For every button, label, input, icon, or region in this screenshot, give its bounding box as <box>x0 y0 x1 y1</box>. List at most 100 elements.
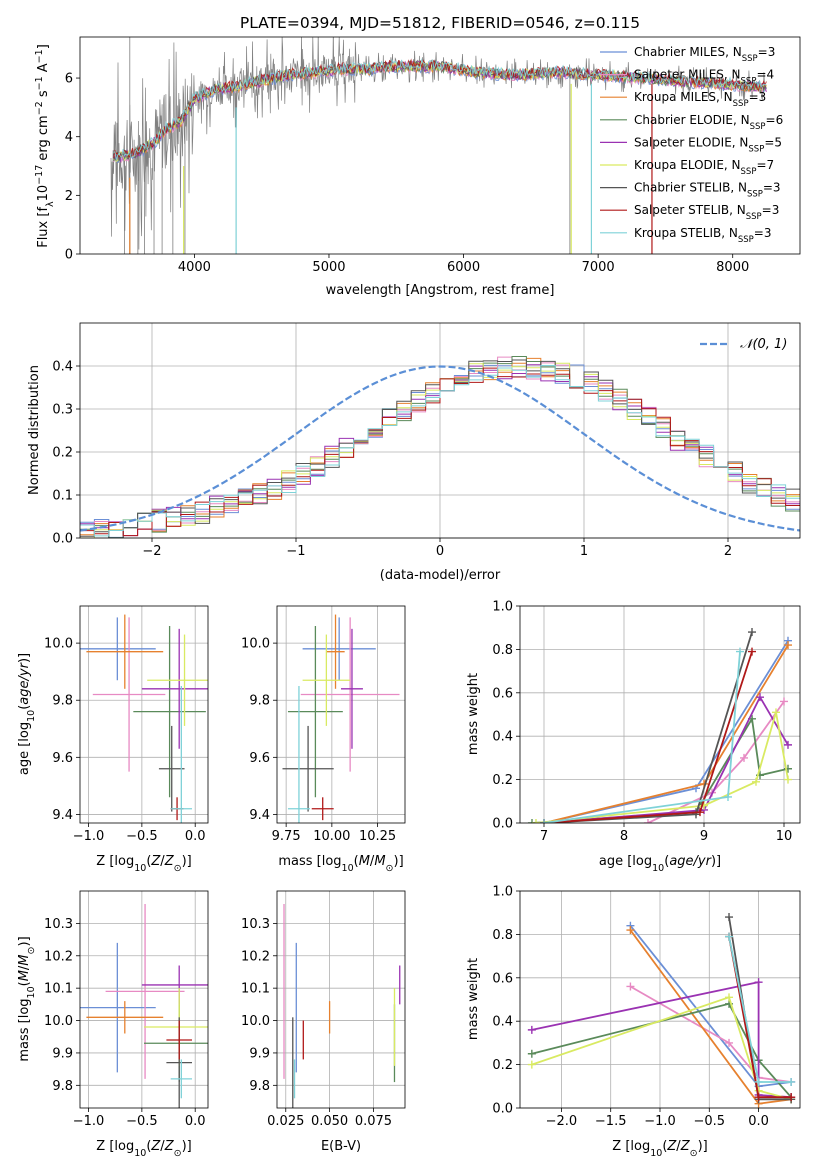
legend-entry: Chabrier STELIB, NSSP=3 <box>634 181 781 200</box>
label-part: 10 <box>342 863 354 874</box>
label-part: ( <box>17 981 32 986</box>
age-vs-z-y-label: age [log10(age/yr)] <box>17 653 37 775</box>
label-part: −1 <box>34 76 45 90</box>
label-part: Z [log <box>612 1139 650 1154</box>
weight-line-salpeter-stelib <box>728 936 792 1099</box>
label-part: erg cm <box>36 115 51 164</box>
label-part: mass [log <box>17 998 32 1061</box>
y-tick-label: 0.8 <box>492 928 513 943</box>
legend-entry: Kroupa ELODIE, NSSP=7 <box>634 158 774 177</box>
legend-entry-suffix: =6 <box>766 113 784 127</box>
label-part: ] <box>36 44 51 49</box>
weight-marker <box>772 708 780 717</box>
legend-entry: Salpeter STELIB, NSSP=3 <box>634 203 779 222</box>
x-tick-label: −0.5 <box>694 1114 726 1129</box>
legend-entry: Kroupa STELIB, NSSP=3 <box>634 226 772 245</box>
legend-entry: Chabrier MILES, NSSP=3 <box>634 45 775 64</box>
weight-marker <box>724 792 732 801</box>
age_vs_Z-frame <box>79 605 209 824</box>
weight-vs-age-y-label: mass weight <box>466 673 481 755</box>
label-part: Z <box>150 854 161 869</box>
x-tick-label: 9.75 <box>272 829 301 844</box>
mass_vs_Z-plot <box>80 903 208 1108</box>
spectrum-axes: 4000 5000 6000 7000 8000 0 2 4 6 <box>65 36 801 275</box>
x-tick-label: −1 <box>286 544 305 559</box>
y-tick-label: 2 <box>65 189 73 204</box>
mass_vs_EBV-plot <box>283 903 401 1108</box>
label-part: −1 <box>34 49 45 63</box>
label-part: ( <box>146 854 151 869</box>
mass_vs_EBV-frame <box>276 890 406 1109</box>
mass_vs_EBV-axes: 0.025 0.050 0.075 9.8 9.9 10.0 10.1 10.2 10.3 <box>241 890 406 1129</box>
model-fit-kroupa-stelib <box>113 58 767 161</box>
label-part: age/yr <box>669 854 712 869</box>
x-tick-label: −2 <box>142 544 161 559</box>
y-tick-label: 9.8 <box>52 1079 73 1094</box>
normal-curve <box>80 365 800 532</box>
y-tick-label: 10.0 <box>44 637 73 652</box>
legend-entry-suffix: =3 <box>758 45 776 59</box>
mass-vs-z-y-label: mass [log10(M/M⊙)] <box>17 936 37 1061</box>
weight_vs_age-grid <box>520 605 800 824</box>
label-part: 10 <box>134 1148 146 1159</box>
y-tick-label: 0.2 <box>52 446 73 461</box>
x-tick-label: 10 <box>776 829 793 844</box>
y-tick-label: 0.2 <box>492 1058 513 1073</box>
label-part: ( <box>662 1139 667 1154</box>
label-part: ( <box>354 854 359 869</box>
label-part: ( <box>146 1139 151 1154</box>
legend-entry-text: Chabrier MILES, N <box>634 45 742 59</box>
spectrum-plot <box>110 37 767 254</box>
weight-line-chabrier-miles <box>543 640 789 823</box>
y-tick-label: 9.4 <box>249 808 270 823</box>
label-part: / <box>160 1139 165 1154</box>
legend-entry-text: Kroupa ELODIE, N <box>634 158 741 172</box>
weight_vs_age-frame <box>519 605 801 824</box>
x-tick-label: 0.0 <box>748 1114 769 1129</box>
weight-line-salpeter-elodie <box>531 980 792 1099</box>
weight-marker <box>754 1093 763 1102</box>
weight-marker <box>725 1038 734 1047</box>
weight-vs-z-x-label: Z [log10(Z/Z⊙)] <box>612 1139 707 1159</box>
y-tick-label: 1.0 <box>492 600 513 615</box>
weight-marker <box>725 913 734 922</box>
weight-marker <box>725 993 734 1002</box>
weight-marker <box>696 808 704 817</box>
y-tick-label: 9.4 <box>52 808 73 823</box>
weight-marker <box>527 1060 536 1069</box>
residual_histogram-axes: −2 −1 0 1 2 0.0 0.1 0.2 0.3 0.4 <box>52 322 801 559</box>
x-tick-label: −1.5 <box>595 1114 627 1129</box>
label-part: Z <box>164 1139 175 1154</box>
x-tick-label: 2 <box>724 544 732 559</box>
weight-line-kroupa-miles <box>543 644 789 823</box>
label-part: Z [log <box>96 1139 134 1154</box>
legend-entry-sub: SSP <box>748 144 764 154</box>
y-tick-label: 0.0 <box>492 1102 513 1117</box>
weight-marker <box>748 628 756 637</box>
y-tick-label: 9.8 <box>249 1079 270 1094</box>
label-part: ⊙ <box>174 1148 182 1159</box>
y-tick-label: 6 <box>65 72 73 87</box>
mass_vs_Z-axes: −1.0 −0.5 0.0 9.8 9.9 10.0 10.1 10.2 10.3 <box>44 890 209 1129</box>
weight-line-salpeter-elodie <box>543 695 789 823</box>
legend-entry: Salpeter MILES, NSSP=4 <box>634 68 774 87</box>
age_vs_mass-plot <box>282 614 400 823</box>
label-part: M <box>17 954 32 965</box>
label-part: Z <box>164 854 175 869</box>
label-part: )] <box>711 854 721 869</box>
legend-entry-suffix: =3 <box>763 181 781 195</box>
weight-marker <box>754 1077 763 1086</box>
legend-entry-sub: SSP <box>746 212 762 222</box>
weight-marker <box>725 932 734 941</box>
y-tick-label: 10.3 <box>44 917 73 932</box>
label-part: ⊙ <box>174 863 182 874</box>
x-tick-label: 0.050 <box>311 1114 348 1129</box>
label-part: 10 <box>134 863 146 874</box>
y-tick-label: 9.9 <box>52 1046 73 1061</box>
y-tick-label: 10.3 <box>241 917 270 932</box>
y-tick-label: 0.8 <box>492 643 513 658</box>
label-part: −17 <box>34 165 45 185</box>
age-vs-z-x-label: Z [log10(Z/Z⊙)] <box>96 854 191 874</box>
residual-x-label: (data-model)/error <box>380 568 501 583</box>
